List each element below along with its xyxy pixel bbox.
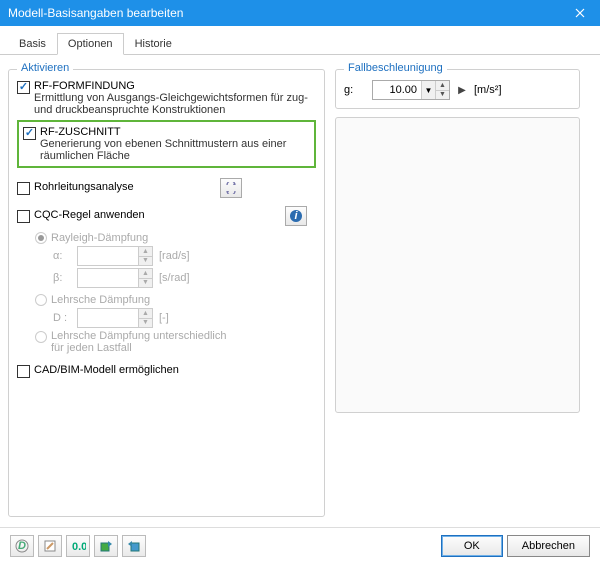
radio-lehr-per-lc[interactable] xyxy=(35,331,47,343)
tab-optionen[interactable]: Optionen xyxy=(57,33,124,55)
beta-unit: [s/rad] xyxy=(159,272,190,284)
beta-label: β: xyxy=(53,272,71,284)
radio-lehr[interactable] xyxy=(35,294,47,306)
formfindung-title: RF-FORMFINDUNG xyxy=(34,80,316,92)
content: Aktivieren RF-FORMFINDUNG Ermittlung von… xyxy=(0,55,600,525)
checkbox-zuschnitt[interactable] xyxy=(23,127,36,140)
checkbox-rohr[interactable] xyxy=(17,182,30,195)
legend-accel: Fallbeschleunigung xyxy=(344,62,447,74)
alpha-label: α: xyxy=(53,250,71,262)
help-icon-button[interactable]: D xyxy=(10,535,34,557)
titlebar: Modell-Basisangaben bearbeiten xyxy=(0,0,600,26)
chevron-down-icon[interactable]: ▼ xyxy=(421,81,435,99)
highlight-zuschnitt: RF-ZUSCHNITT Generierung von ebenen Schn… xyxy=(17,120,316,168)
legend-aktivieren: Aktivieren xyxy=(17,62,73,74)
edit-icon-button[interactable] xyxy=(38,535,62,557)
alpha-input[interactable]: ▲▼ xyxy=(77,246,153,266)
tabs: Basis Optionen Historie xyxy=(0,26,600,55)
rayleigh-label: Rayleigh-Dämpfung xyxy=(51,232,148,244)
window-title: Modell-Basisangaben bearbeiten xyxy=(8,6,183,20)
svg-text:0.00: 0.00 xyxy=(72,541,86,553)
d-label: D : xyxy=(53,312,71,324)
d-unit: [-] xyxy=(159,312,169,324)
ok-button[interactable]: OK xyxy=(441,535,503,557)
zuschnitt-title: RF-ZUSCHNITT xyxy=(40,126,310,138)
zuschnitt-desc: Generierung von ebenen Schnittmustern au… xyxy=(40,138,310,162)
checkbox-cadbim[interactable] xyxy=(17,365,30,378)
info-icon-button[interactable]: i xyxy=(285,206,307,226)
groupbox-aktivieren: Aktivieren RF-FORMFINDUNG Ermittlung von… xyxy=(8,69,325,517)
tab-historie[interactable]: Historie xyxy=(124,33,183,55)
d-input[interactable]: ▲▼ xyxy=(77,308,153,328)
checkbox-cqc[interactable] xyxy=(17,210,30,223)
lehr-per-lc-label: Lehrsche Dämpfung unterschiedlich für je… xyxy=(51,330,231,354)
close-button[interactable] xyxy=(560,0,600,26)
export-icon-button[interactable] xyxy=(94,535,118,557)
checkbox-formfindung[interactable] xyxy=(17,81,30,94)
arrow-right-icon[interactable]: ▶ xyxy=(456,85,468,96)
cqc-label: CQC-Regel anwenden xyxy=(34,209,145,221)
import-icon-button[interactable] xyxy=(122,535,146,557)
beta-input[interactable]: ▲▼ xyxy=(77,268,153,288)
empty-panel xyxy=(335,117,580,413)
g-unit: [m/s²] xyxy=(474,84,502,96)
cadbim-label: CAD/BIM-Modell ermöglichen xyxy=(34,364,179,376)
groupbox-fallbeschleunigung: Fallbeschleunigung g: ▼ ▲▼ ▶ [m/s²] xyxy=(335,69,580,109)
radio-rayleigh[interactable] xyxy=(35,232,47,244)
g-input[interactable]: ▼ ▲▼ xyxy=(372,80,450,100)
option-formfindung: RF-FORMFINDUNG Ermittlung von Ausgangs-G… xyxy=(17,80,316,116)
formfindung-desc: Ermittlung von Ausgangs-Gleichgewichtsfo… xyxy=(34,92,316,116)
lehr-label: Lehrsche Dämpfung xyxy=(51,294,150,306)
footer: D 0.00 OK Abbrechen xyxy=(0,527,600,563)
cancel-button[interactable]: Abbrechen xyxy=(507,535,590,557)
alpha-unit: [rad/s] xyxy=(159,250,190,262)
units-icon-button[interactable]: 0.00 xyxy=(66,535,90,557)
g-label: g: xyxy=(344,84,366,96)
refresh-icon-button[interactable] xyxy=(220,178,242,198)
rohr-label: Rohrleitungsanalyse xyxy=(34,181,134,193)
tab-basis[interactable]: Basis xyxy=(8,33,57,55)
svg-text:D: D xyxy=(18,540,26,552)
